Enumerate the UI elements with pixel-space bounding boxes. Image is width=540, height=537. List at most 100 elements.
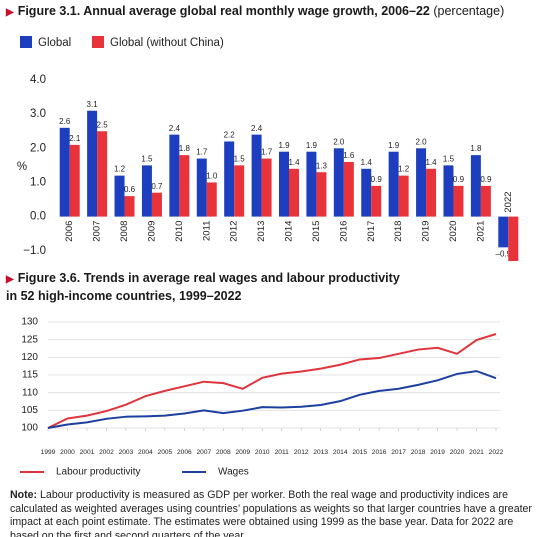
x-tick-label: 2005 <box>158 449 173 456</box>
x-tick-label: 2016 <box>338 221 349 242</box>
y-tick-label: 115 <box>22 370 38 381</box>
bar <box>289 168 299 217</box>
bar <box>59 127 70 217</box>
bar <box>416 148 427 217</box>
x-tick-label: 2014 <box>284 221 295 242</box>
title-text: in 52 high-income countries, 1999–2022 <box>6 289 242 303</box>
figure-title: ▶ Figure 3.1. Annual average global real … <box>6 4 505 18</box>
bar <box>114 175 125 217</box>
data-label: 1.7 <box>261 148 273 157</box>
note-label: Note: <box>10 489 38 501</box>
data-label: 2.2 <box>224 131 236 140</box>
note: Note: Labour productivity is measured as… <box>10 489 532 537</box>
bar <box>151 192 162 217</box>
y-tick-label: 2.0 <box>30 142 46 154</box>
x-tick-label: 2014 <box>333 449 348 456</box>
y-tick-label: 110 <box>22 387 38 398</box>
legend-label: Global (without China) <box>110 37 224 49</box>
data-label: 1.3 <box>316 161 328 170</box>
title-text: Figure 3.1. Annual average global real m… <box>17 4 430 18</box>
y-tick-label: 4.0 <box>30 74 46 86</box>
bar <box>508 216 519 261</box>
bar <box>453 185 464 217</box>
bar <box>124 196 135 217</box>
x-tick-label: 2017 <box>366 221 377 242</box>
bar <box>498 216 509 248</box>
x-tick-label: 2010 <box>255 449 270 456</box>
x-tick-label: 2018 <box>411 449 426 456</box>
x-tick-label: 2003 <box>119 449 134 456</box>
x-tick-label: 2007 <box>92 221 103 242</box>
x-tick-label: 2013 <box>256 221 267 242</box>
x-tick-label: 2007 <box>196 449 211 456</box>
bar <box>224 141 235 217</box>
bar <box>480 185 491 217</box>
data-label: 2.4 <box>169 124 181 133</box>
data-label: 1.2 <box>398 165 410 174</box>
data-label: 1.4 <box>425 158 437 167</box>
bar <box>234 165 245 217</box>
data-label: 1.5 <box>443 154 455 163</box>
x-tick-label: 2021 <box>469 449 484 456</box>
data-label: 1.2 <box>114 165 126 174</box>
x-tick-label: 1999 <box>41 449 56 456</box>
bar <box>141 165 152 217</box>
bar <box>343 161 354 217</box>
x-tick-label: 2022 <box>489 449 504 456</box>
y-tick-label: 1.0 <box>30 176 46 188</box>
legend-swatch <box>20 36 32 48</box>
bar <box>333 148 344 217</box>
data-label: 1.9 <box>388 141 400 150</box>
bar <box>196 158 207 217</box>
x-tick-label: 2015 <box>311 221 322 242</box>
x-tick-label: 2021 <box>475 221 486 242</box>
x-tick-label: 2018 <box>393 221 404 242</box>
data-label: 1.4 <box>361 158 373 167</box>
bar <box>261 158 272 217</box>
title-text: Figure 3.6. Trends in average real wages… <box>17 271 400 285</box>
y-tick-label: 120 <box>21 352 38 363</box>
y-axis-label: % <box>17 161 27 173</box>
data-label: 0.7 <box>151 182 163 191</box>
data-label: 1.9 <box>306 141 318 150</box>
line <box>47 333 497 429</box>
x-tick-label: 2016 <box>372 449 387 456</box>
data-label: 0.6 <box>124 185 136 194</box>
x-tick-label: 2011 <box>201 221 212 241</box>
data-label: 2.5 <box>97 120 109 129</box>
bar <box>443 165 454 217</box>
bar <box>316 172 327 217</box>
data-label: 2.4 <box>251 124 263 133</box>
bar <box>251 134 262 217</box>
x-tick-label: 2011 <box>275 449 290 456</box>
data-label: 1.8 <box>179 144 191 153</box>
x-tick-label: 2010 <box>174 221 185 242</box>
data-label: 2.6 <box>59 117 71 126</box>
x-tick-label: 2006 <box>64 221 75 242</box>
data-label: 2.0 <box>333 137 345 146</box>
x-tick-label: 2009 <box>146 221 157 242</box>
data-label: 1.4 <box>288 158 300 167</box>
x-tick-label: 2020 <box>448 221 459 242</box>
x-tick-label: 2019 <box>421 221 432 242</box>
x-tick-label: 2019 <box>430 449 445 456</box>
x-tick-label: 2001 <box>80 449 95 456</box>
bar <box>371 185 382 217</box>
bar <box>361 168 372 217</box>
x-tick-label: 2009 <box>235 449 250 456</box>
x-tick-label: 2006 <box>177 449 192 456</box>
data-label: 0.9 <box>371 175 383 184</box>
data-label: 1.5 <box>141 154 153 163</box>
bar <box>97 131 108 217</box>
x-tick-label: 2015 <box>352 449 367 456</box>
data-label: 0.9 <box>453 175 465 184</box>
note-text: Labour productivity is measured as GDP p… <box>10 489 532 537</box>
data-label: 1.5 <box>234 154 246 163</box>
bar <box>87 110 98 217</box>
x-tick-label: 2000 <box>60 449 75 456</box>
data-label: 2.0 <box>415 137 427 146</box>
data-label: –0.9 <box>496 249 512 258</box>
bar <box>470 155 481 217</box>
data-label: 3.1 <box>87 100 99 109</box>
